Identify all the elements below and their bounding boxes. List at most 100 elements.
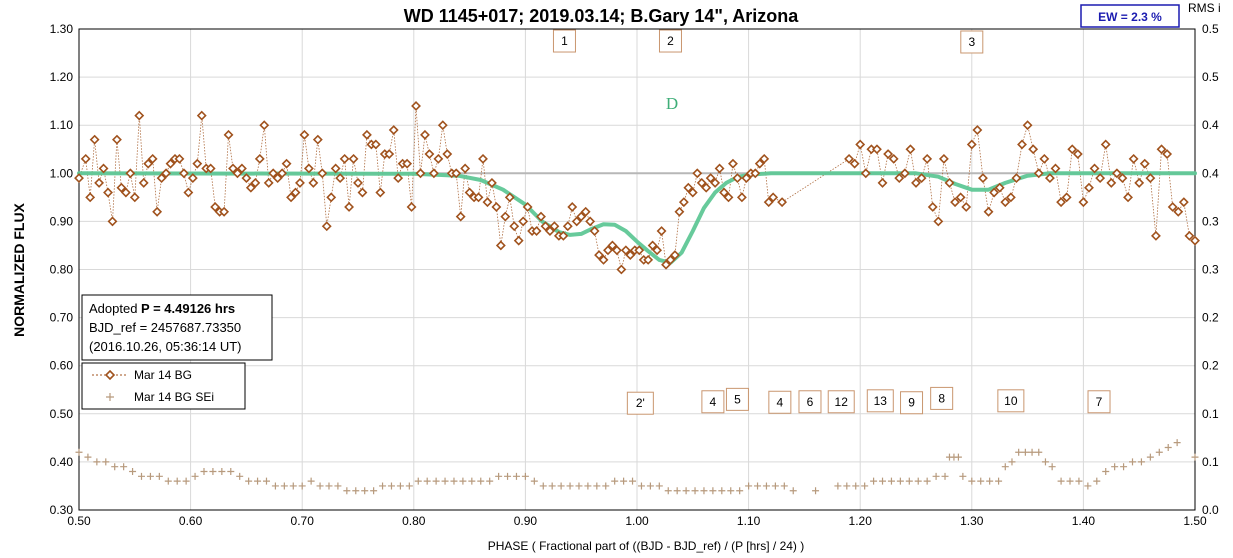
data-point — [955, 192, 966, 203]
x-tick-label: 1.40 — [1072, 514, 1096, 528]
sei-point — [548, 482, 556, 490]
x-tick-label: 1.10 — [737, 514, 761, 528]
sei-point — [387, 482, 395, 490]
data-point — [855, 139, 866, 150]
sei-point — [1057, 477, 1065, 485]
sei-point — [459, 477, 467, 485]
data-point — [647, 240, 658, 251]
data-point — [259, 120, 270, 131]
sei-point — [812, 487, 820, 495]
sei-point — [521, 472, 529, 480]
data-point — [1044, 173, 1055, 184]
sei-point — [941, 472, 949, 480]
data-point — [241, 173, 252, 184]
sei-point — [1173, 439, 1181, 447]
y-axis-label: NORMALIZED FLUX — [11, 202, 27, 336]
sei-point — [905, 477, 913, 485]
event-markers: 1 2 32' 4 5 4 6 12 13 9 8 10 7 — [552, 29, 1111, 415]
data-point — [894, 173, 905, 184]
data-point — [1011, 173, 1022, 184]
sei-point — [352, 487, 360, 495]
data-point — [1111, 168, 1122, 179]
data-point — [911, 177, 921, 188]
sei-point — [1111, 463, 1119, 471]
sei-point — [557, 482, 565, 490]
data-point — [103, 187, 113, 198]
data-point — [375, 187, 386, 198]
data-point — [219, 206, 230, 217]
event-marker-label: 2 — [667, 34, 674, 48]
x-axis-label: PHASE ( Fractional part of ((BJD - BJD_r… — [488, 539, 805, 553]
data-point — [754, 158, 765, 169]
sei-point — [191, 472, 199, 480]
data-point — [1061, 192, 1072, 203]
sei-point — [379, 482, 387, 490]
sei-point — [361, 487, 369, 495]
sei-point — [852, 482, 860, 490]
sei-point — [289, 482, 297, 490]
ew-label: EW = 2.3 % — [1098, 10, 1162, 24]
sei-point — [477, 477, 485, 485]
data-point — [549, 221, 560, 232]
y-tick-label: 1.30 — [50, 22, 74, 36]
data-point — [415, 168, 426, 179]
sei-point — [423, 477, 431, 485]
sei-point — [673, 487, 681, 495]
sei-point — [861, 482, 869, 490]
data-point — [683, 182, 694, 193]
event-marker-box — [1087, 390, 1111, 414]
event-marker-box — [866, 389, 894, 413]
event-marker-label: 8 — [938, 391, 945, 405]
data-point — [759, 153, 770, 164]
data-point — [888, 153, 899, 164]
sei-point — [227, 468, 235, 476]
sei-point — [870, 477, 878, 485]
data-point — [464, 187, 475, 198]
y2-tick-label: 0.1 — [1202, 455, 1219, 469]
data-point — [161, 168, 171, 179]
data-point — [125, 168, 136, 179]
data-point — [1039, 153, 1050, 164]
data-point — [899, 168, 910, 179]
data-point — [348, 153, 359, 164]
sei-point — [254, 477, 262, 485]
data-point — [1067, 144, 1078, 155]
data-point — [406, 202, 417, 212]
data-point — [567, 202, 578, 212]
x-tick-label: 0.70 — [291, 514, 315, 528]
data-point — [196, 110, 207, 121]
y2-tick-label: 0.0 — [1202, 503, 1219, 517]
data-point — [540, 221, 551, 232]
data-point — [361, 129, 372, 140]
y-tick-label: 0.70 — [50, 311, 74, 325]
sei-point — [370, 487, 378, 495]
sei-point — [1191, 453, 1199, 461]
sei-point — [120, 463, 128, 471]
event-marker-label: 2' — [636, 396, 645, 410]
y2-tick-label: 0.2 — [1202, 359, 1219, 373]
sei-point — [566, 482, 574, 490]
data-point — [116, 182, 127, 193]
event-marker-label: 4 — [777, 395, 784, 409]
sei-point — [262, 477, 270, 485]
data-point — [1184, 230, 1195, 241]
sei-point — [245, 477, 253, 485]
plot-frame — [78, 28, 1196, 511]
data-point — [1173, 206, 1184, 217]
data-point — [696, 177, 707, 188]
sei-point — [1008, 458, 1016, 466]
sei-point — [1041, 458, 1049, 466]
y2-axis-label: RMS i — [1188, 1, 1221, 15]
data-point — [286, 192, 296, 203]
sei-point — [995, 477, 1003, 485]
data-point — [1084, 182, 1094, 193]
data-point — [486, 177, 497, 188]
data-point — [1167, 202, 1178, 212]
sei-point — [495, 472, 503, 480]
y2-tick-label: 0.4 — [1202, 118, 1219, 132]
y-tick-label: 0.50 — [50, 407, 74, 421]
x-tick-label: 0.90 — [514, 514, 538, 528]
y2-tick-label: 0.3 — [1202, 214, 1219, 228]
sei-point — [718, 487, 726, 495]
sei-point — [954, 453, 962, 461]
